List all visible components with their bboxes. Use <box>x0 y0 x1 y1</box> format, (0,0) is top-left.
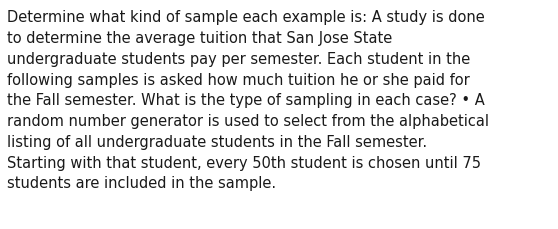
Text: Determine what kind of sample each example is: A study is done
to determine the : Determine what kind of sample each examp… <box>7 10 489 191</box>
